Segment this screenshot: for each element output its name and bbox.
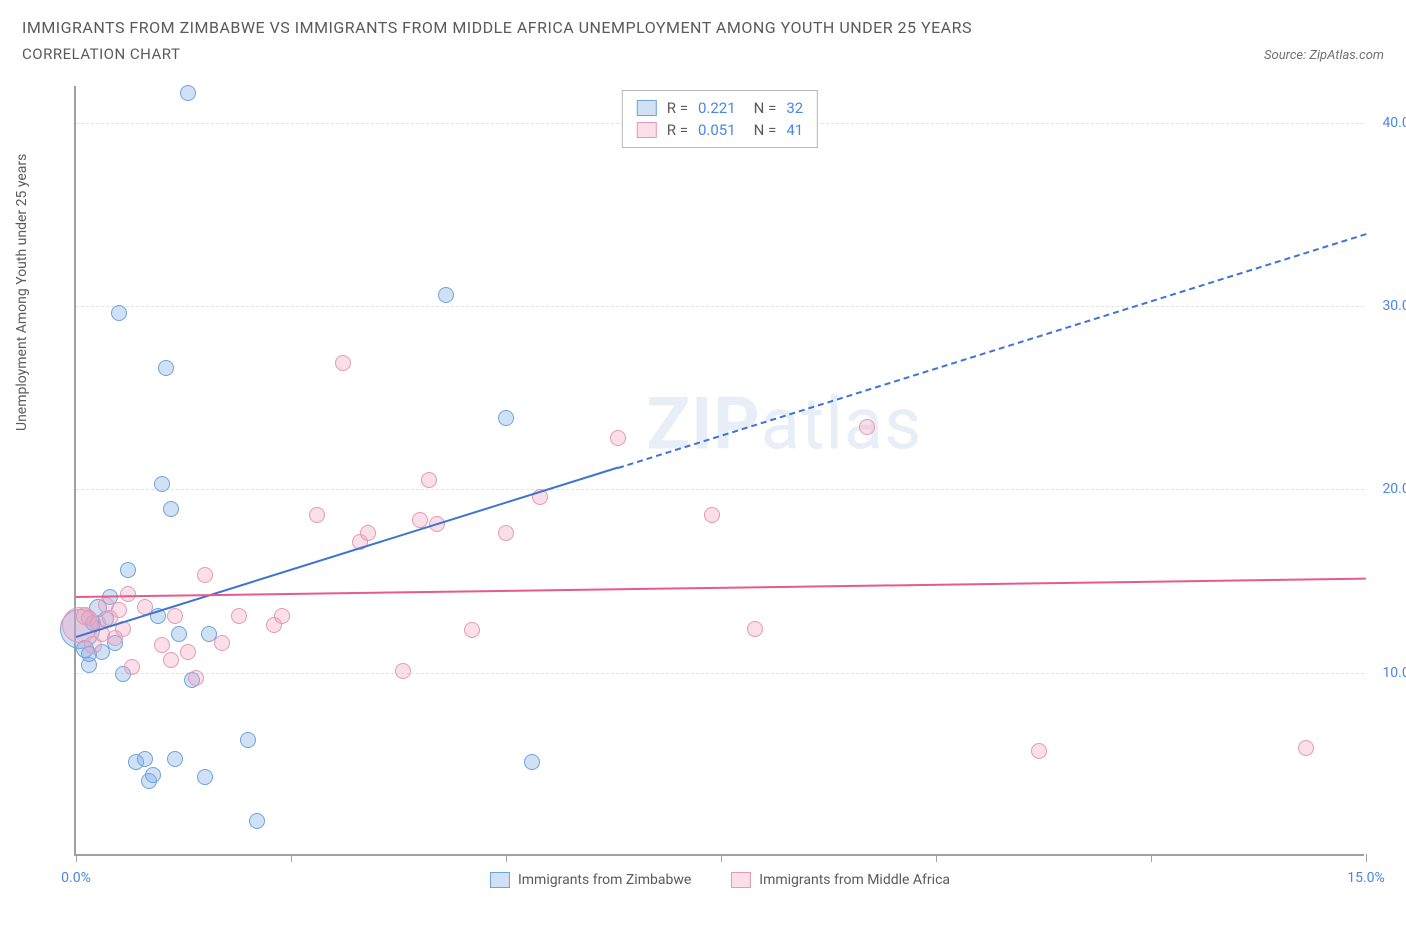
data-point [163, 652, 179, 668]
legend-r-value: 0.221 [698, 99, 736, 117]
data-point [1031, 743, 1047, 759]
title-area: IMMIGRANTS FROM ZIMBABWE VS IMMIGRANTS F… [0, 0, 1406, 63]
data-point [137, 751, 153, 767]
legend-series: Immigrants from Zimbabwe Immigrants from … [490, 872, 950, 888]
legend-series-item: Immigrants from Middle Africa [731, 872, 950, 888]
data-point [167, 751, 183, 767]
data-point [188, 670, 204, 686]
legend-swatch [637, 122, 657, 138]
y-axis-title: Unemployment Among Youth under 25 years [14, 154, 30, 431]
data-point [197, 567, 213, 583]
data-point [180, 644, 196, 660]
data-point [704, 507, 720, 523]
legend-r-label: R = [667, 121, 688, 139]
data-point [498, 410, 514, 426]
data-point [249, 813, 265, 829]
y-tick-label: 40.0% [1382, 115, 1406, 131]
data-point [421, 472, 437, 488]
data-point [163, 501, 179, 517]
data-point [111, 305, 127, 321]
data-point [274, 608, 290, 624]
x-tick [291, 854, 292, 862]
legend-series-label: Immigrants from Middle Africa [759, 872, 950, 888]
watermark: ZIPatlas [647, 381, 923, 466]
x-tick-label: 15.0% [1347, 870, 1385, 886]
data-point [309, 507, 325, 523]
trend-line [76, 577, 1366, 597]
legend-swatch [637, 100, 657, 116]
data-point [124, 659, 140, 675]
chart-title: IMMIGRANTS FROM ZIMBABWE VS IMMIGRANTS F… [22, 18, 1384, 37]
chart-source: Source: ZipAtlas.com [1264, 48, 1384, 63]
data-point [180, 85, 196, 101]
gridline [76, 306, 1364, 307]
x-tick-label: 0.0% [61, 870, 91, 886]
legend-series-label: Immigrants from Zimbabwe [518, 872, 691, 888]
legend-n-label: N = [754, 99, 777, 117]
trend-line [76, 467, 618, 638]
data-point [171, 626, 187, 642]
x-tick [76, 854, 77, 862]
data-point [395, 663, 411, 679]
chart-subtitle: CORRELATION CHART [22, 45, 180, 63]
data-point [360, 525, 376, 541]
legend-n-value: 41 [786, 121, 803, 139]
legend-n-value: 32 [786, 99, 803, 117]
data-point [154, 476, 170, 492]
data-point [158, 360, 174, 376]
legend-n-label: N = [754, 121, 777, 139]
y-tick-label: 20.0% [1382, 481, 1406, 497]
legend-series-item: Immigrants from Zimbabwe [490, 872, 691, 888]
legend-stat-row: R = 0.221 N = 32 [637, 97, 803, 119]
data-point [231, 608, 247, 624]
data-point [197, 769, 213, 785]
data-point [111, 602, 127, 618]
data-point [1298, 740, 1314, 756]
legend-stats: R = 0.221 N = 32 R = 0.051 N = 41 [622, 90, 818, 148]
legend-swatch [731, 872, 751, 888]
gridline [76, 489, 1364, 490]
x-tick [936, 854, 937, 862]
x-tick [506, 854, 507, 862]
data-point [524, 754, 540, 770]
y-tick-label: 10.0% [1382, 665, 1406, 681]
chart-container: Unemployment Among Youth under 25 years … [54, 86, 1384, 896]
data-point [145, 767, 161, 783]
data-point [464, 622, 480, 638]
legend-r-value: 0.051 [698, 121, 736, 139]
data-point [498, 525, 514, 541]
data-point [154, 637, 170, 653]
data-point [335, 355, 351, 371]
trend-line [617, 233, 1366, 469]
y-tick-label: 30.0% [1382, 298, 1406, 314]
x-tick [721, 854, 722, 862]
subtitle-row: CORRELATION CHART Source: ZipAtlas.com [22, 45, 1384, 63]
data-point [214, 635, 230, 651]
x-tick [1366, 854, 1367, 862]
legend-swatch [490, 872, 510, 888]
data-point [240, 732, 256, 748]
data-point [859, 419, 875, 435]
data-point [438, 287, 454, 303]
gridline [76, 673, 1364, 674]
plot-area: ZIPatlas R =0.221N =32R =0.051N =41 Immi… [74, 86, 1364, 856]
data-point [120, 586, 136, 602]
legend-stat-row: R = 0.051 N = 41 [637, 119, 803, 141]
data-point [610, 430, 626, 446]
x-tick [1151, 854, 1152, 862]
legend-r-label: R = [667, 99, 688, 117]
data-point [120, 562, 136, 578]
data-point [747, 621, 763, 637]
data-point [167, 608, 183, 624]
